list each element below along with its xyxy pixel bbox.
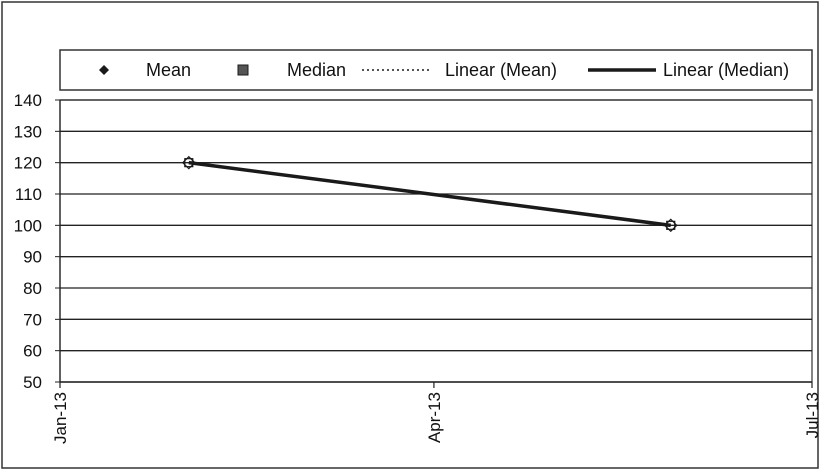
legend-marker-mean bbox=[99, 65, 109, 75]
x-tick-label: Jan-13 bbox=[51, 392, 70, 444]
y-tick-label: 90 bbox=[23, 248, 42, 267]
legend-label: Mean bbox=[146, 60, 191, 80]
legend-label: Linear (Mean) bbox=[445, 60, 557, 80]
y-tick-label: 100 bbox=[14, 216, 42, 235]
legend-label: Median bbox=[287, 60, 346, 80]
legend-box bbox=[59, 49, 813, 91]
y-tick-label: 120 bbox=[14, 154, 42, 173]
y-tick-label: 60 bbox=[23, 342, 42, 361]
legend-marker-median bbox=[237, 64, 249, 76]
legend: Mean Median Linear (Mean) Linear (Median) bbox=[99, 60, 789, 80]
x-tick-label: Jul-13 bbox=[803, 392, 820, 438]
x-tick-label: Apr-13 bbox=[425, 392, 444, 443]
series bbox=[181, 155, 678, 233]
y-tick-label: 110 bbox=[15, 185, 42, 204]
point-median bbox=[184, 158, 194, 168]
y-tick-label: 80 bbox=[23, 279, 42, 298]
point-median bbox=[666, 220, 676, 230]
x-axis: Jan-13 Apr-13 Jul-13 bbox=[51, 381, 820, 444]
y-tick-label: 130 bbox=[14, 122, 42, 141]
y-tick-label: 140 bbox=[14, 91, 42, 110]
y-tick-label: 50 bbox=[23, 373, 42, 392]
legend-label: Linear (Median) bbox=[663, 60, 789, 80]
y-tick-label: 70 bbox=[23, 310, 42, 329]
y-axis: 50 60 70 80 90 100 110 120 130 140 bbox=[14, 91, 61, 392]
trendline-median bbox=[188, 160, 671, 228]
